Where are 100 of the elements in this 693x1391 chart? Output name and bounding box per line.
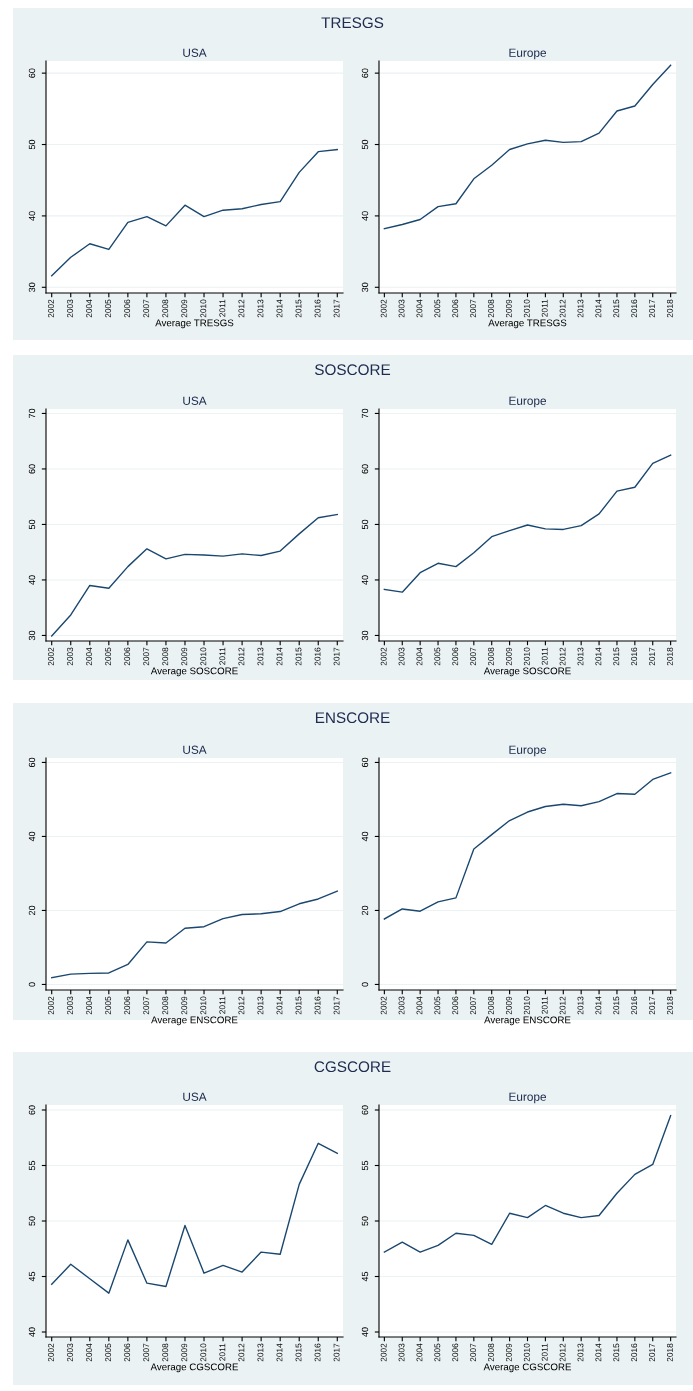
x-tick-label: 2002 (48, 647, 54, 666)
y-tick-label: 60 (28, 1105, 36, 1115)
x-tick-label: 2012 (238, 299, 245, 318)
x-axis-title: Average TRESGS (488, 319, 567, 329)
x-tick-label: 2005 (434, 299, 441, 318)
x-tick-label: 2005 (434, 647, 441, 666)
chart-title: SOSCORE (314, 364, 391, 376)
x-tick-label: 2004 (86, 996, 93, 1015)
x-tick-label: 2002 (48, 1343, 54, 1362)
x-tick-label: 2004 (416, 647, 423, 666)
x-tick-label: 2009 (505, 299, 512, 318)
x-tick-label: 2004 (416, 996, 423, 1015)
y-tick-label: 50 (361, 1216, 369, 1226)
x-tick-label: 2007 (470, 1343, 477, 1362)
x-tick-label: 2009 (505, 1343, 512, 1362)
x-tick-label: 2016 (631, 299, 638, 318)
x-tick-label: 2018 (666, 299, 673, 318)
x-tick-label: 2014 (595, 299, 602, 318)
x-tick-label: 2011 (219, 996, 226, 1014)
x-tick-label: 2009 (181, 647, 188, 666)
x-tick-label: 2006 (452, 1343, 459, 1362)
x-tick-label: 2007 (470, 647, 477, 666)
x-tick-label: 2003 (398, 996, 405, 1015)
y-tick-label: 60 (28, 464, 36, 474)
x-tick-label: 2011 (219, 647, 226, 665)
chart-subtitle: USA (183, 48, 207, 57)
x-tick-label: 2015 (613, 647, 620, 666)
x-tick-label: 2011 (219, 1343, 226, 1361)
x-tick-label: 2013 (577, 1343, 584, 1362)
x-tick-label: 2010 (200, 299, 207, 318)
x-tick-label: 2008 (488, 996, 494, 1015)
x-tick-label: 2016 (314, 1343, 321, 1362)
x-tick-label: 2008 (162, 647, 169, 666)
x-tick-label: 2010 (200, 647, 207, 666)
y-tick-label: 60 (361, 464, 369, 474)
x-tick-label: 2015 (613, 299, 620, 318)
x-tick-label: 2004 (86, 299, 93, 318)
y-tick-label: 70 (361, 408, 369, 418)
x-tick-label: 2013 (577, 647, 584, 666)
chart-subtitle: USA (183, 1092, 207, 1101)
x-tick-label: 2015 (613, 1343, 620, 1362)
x-tick-label: 2014 (276, 299, 283, 318)
x-tick-label: 2006 (124, 299, 131, 318)
x-tick-label: 2006 (124, 1343, 131, 1362)
x-axis-title: Average CGSCORE (150, 1363, 239, 1373)
x-tick-label: 2008 (162, 1343, 169, 1362)
x-tick-label: 2002 (380, 1343, 387, 1362)
x-tick-label: 2011 (541, 647, 548, 665)
x-tick-label: 2010 (523, 996, 530, 1015)
x-axis-title: Average SOSCORE (150, 667, 238, 677)
x-tick-label: 2016 (631, 647, 638, 666)
y-tick-label: 50 (28, 519, 36, 530)
x-tick-label: 2003 (398, 647, 405, 666)
y-tick-label: 40 (361, 211, 369, 221)
chart-title: ENSCORE (315, 712, 390, 724)
chart-subtitle: Europe (509, 1092, 547, 1104)
x-tick-label: 2018 (666, 996, 673, 1015)
y-tick-label: 50 (361, 519, 369, 530)
x-tick-label: 2012 (238, 1343, 245, 1362)
x-tick-label: 2009 (505, 647, 512, 666)
y-tick-label: 50 (361, 139, 369, 150)
x-tick-label: 2017 (333, 647, 340, 666)
x-tick-label: 2012 (559, 647, 566, 666)
x-tick-label: 2004 (416, 1343, 423, 1362)
chart-subtitle: Europe (509, 745, 547, 757)
x-axis-title: Average TRESGS (155, 319, 234, 329)
x-axis-title: Average SOSCORE (483, 667, 571, 677)
x-tick-label: 2018 (666, 1343, 673, 1362)
y-tick-label: 50 (28, 139, 36, 150)
x-tick-label: 2013 (257, 647, 264, 666)
x-tick-label: 2018 (666, 647, 673, 666)
x-tick-label: 2002 (48, 996, 54, 1015)
x-tick-label: 2005 (434, 996, 441, 1015)
x-tick-label: 2014 (595, 996, 602, 1015)
y-tick-label: 40 (28, 1327, 36, 1337)
x-tick-label: 2017 (649, 1343, 655, 1362)
x-tick-label: 2004 (86, 1343, 93, 1362)
x-tick-label: 2004 (86, 647, 93, 666)
y-tick-label: 55 (361, 1160, 369, 1171)
x-tick-label: 2015 (295, 647, 302, 666)
x-tick-label: 2003 (67, 996, 73, 1015)
x-tick-label: 2013 (577, 996, 584, 1015)
x-axis-title: Average ENSCORE (151, 1016, 238, 1026)
y-tick-label: 60 (361, 757, 369, 767)
x-tick-label: 2005 (105, 299, 112, 318)
y-tick-label: 45 (28, 1271, 36, 1282)
x-tick-label: 2008 (162, 299, 169, 318)
x-tick-label: 2009 (181, 996, 188, 1015)
y-tick-label: 40 (28, 211, 36, 221)
x-tick-label: 2011 (541, 1343, 548, 1361)
x-tick-label: 2004 (416, 299, 423, 318)
x-tick-label: 2009 (505, 996, 512, 1015)
chart-subtitle: USA (183, 396, 207, 405)
x-tick-label: 2011 (219, 299, 226, 317)
x-tick-label: 2010 (523, 1343, 530, 1362)
chart-title: TRESGS (321, 17, 384, 29)
x-tick-label: 2005 (105, 996, 112, 1015)
y-tick-label: 30 (361, 630, 369, 641)
x-tick-label: 2006 (124, 647, 131, 666)
x-tick-label: 2014 (595, 647, 602, 666)
